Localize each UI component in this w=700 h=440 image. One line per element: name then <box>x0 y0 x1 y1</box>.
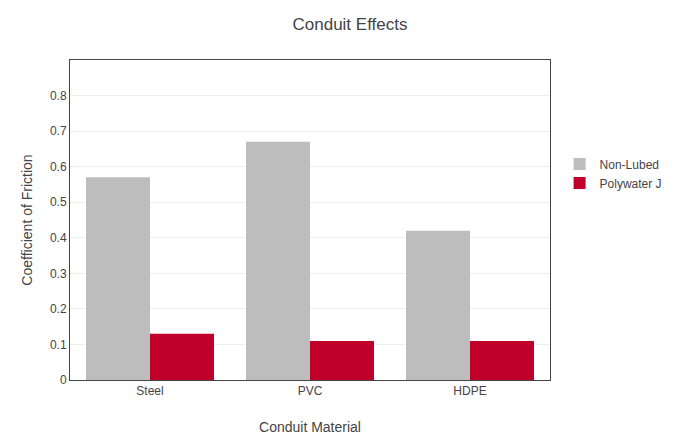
svg-text:Non-Lubed: Non-Lubed <box>600 158 659 172</box>
svg-text:0.6: 0.6 <box>50 160 67 174</box>
svg-text:HDPE: HDPE <box>453 384 486 398</box>
svg-text:0.2: 0.2 <box>50 302 67 316</box>
svg-text:0.8: 0.8 <box>50 89 67 103</box>
svg-text:0.7: 0.7 <box>50 124 67 138</box>
svg-text:0.5: 0.5 <box>50 195 67 209</box>
svg-text:PVC: PVC <box>298 384 323 398</box>
svg-text:0.1: 0.1 <box>50 338 67 352</box>
svg-text:0.3: 0.3 <box>50 267 67 281</box>
svg-text:Coefficient of Friction: Coefficient of Friction <box>19 154 35 285</box>
svg-text:0: 0 <box>60 373 67 387</box>
svg-text:Conduit Material: Conduit Material <box>259 419 361 435</box>
svg-text:Conduit Effects: Conduit Effects <box>293 15 408 34</box>
svg-text:0.4: 0.4 <box>50 231 67 245</box>
svg-text:Steel: Steel <box>136 384 163 398</box>
svg-text:Polywater J: Polywater J <box>600 177 662 191</box>
